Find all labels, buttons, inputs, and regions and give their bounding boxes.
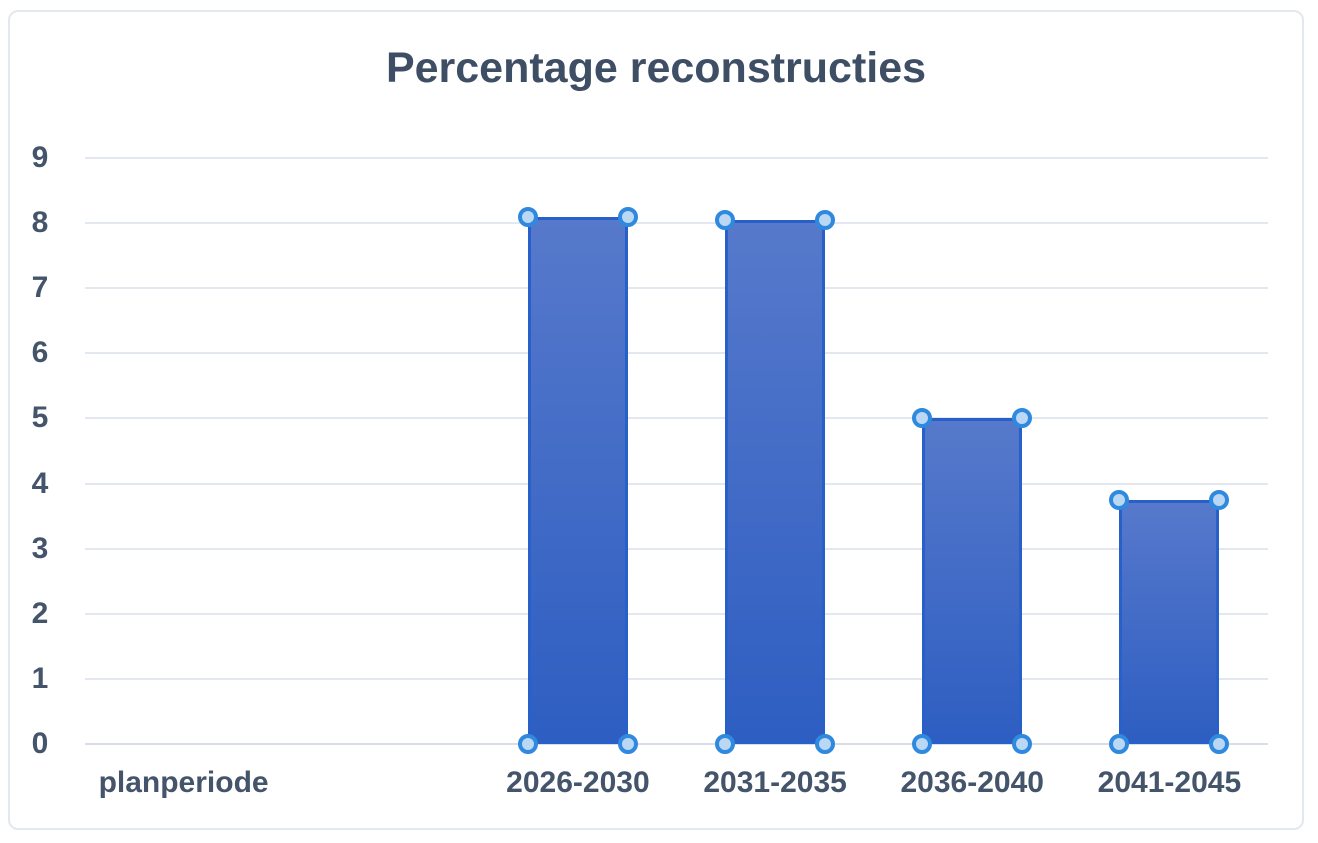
bar-2026-2030[interactable] xyxy=(527,216,628,744)
gridline xyxy=(85,352,1268,355)
x-tick-label-2031-2035: 2031-2035 xyxy=(703,766,847,799)
selection-handle[interactable] xyxy=(912,734,933,754)
y-tick-label: 7 xyxy=(31,271,49,305)
selection-handle[interactable] xyxy=(517,734,538,754)
y-tick-label: 4 xyxy=(31,466,49,500)
x-tick-label-planperiode: planperiode xyxy=(98,766,269,799)
selection-handle[interactable] xyxy=(1109,489,1130,510)
x-axis-line xyxy=(85,743,1268,745)
gridline xyxy=(85,677,1268,680)
bar-2031-2035[interactable] xyxy=(725,219,826,744)
selection-handle[interactable] xyxy=(1012,408,1033,429)
selection-handle[interactable] xyxy=(912,408,933,429)
y-tick-label: 5 xyxy=(31,401,49,435)
selection-handle[interactable] xyxy=(1209,734,1230,754)
selection-handle[interactable] xyxy=(1209,489,1230,510)
selection-handle[interactable] xyxy=(815,734,836,754)
y-tick-label: 8 xyxy=(31,206,49,240)
selection-handle[interactable] xyxy=(1109,734,1130,754)
y-tick-label: 0 xyxy=(31,727,49,760)
x-tick-label-2026-2030: 2026-2030 xyxy=(506,766,650,799)
bar-2036-2040[interactable] xyxy=(922,418,1023,744)
gridline xyxy=(85,547,1268,550)
y-tick-label: 3 xyxy=(31,531,49,565)
y-tick-label: 9 xyxy=(31,141,49,174)
y-tick-label: 1 xyxy=(31,661,49,695)
plot-area xyxy=(85,157,1268,754)
y-tick-label: 6 xyxy=(31,336,49,370)
selection-handle[interactable] xyxy=(617,206,638,227)
chart-frame[interactable]: Percentage reconstructies 9 8 7 6 5 4 3 2 1 0 pla… xyxy=(8,10,1304,830)
chart-title[interactable]: Percentage reconstructies xyxy=(385,44,927,92)
x-tick-label-2041-2045: 2041-2045 xyxy=(1097,766,1242,799)
selection-handle[interactable] xyxy=(517,206,538,227)
gridline xyxy=(85,482,1268,485)
selection-handle[interactable] xyxy=(715,734,736,754)
y-tick-label: 2 xyxy=(31,596,49,630)
selection-handle[interactable] xyxy=(1012,734,1033,754)
bar-2041-2045[interactable] xyxy=(1119,499,1220,744)
gridline xyxy=(85,287,1268,290)
gridline xyxy=(85,157,1268,159)
gridline xyxy=(85,222,1268,225)
selection-handle[interactable] xyxy=(815,209,836,230)
gridline xyxy=(85,612,1268,615)
x-tick-label-2036-2040: 2036-2040 xyxy=(900,766,1044,799)
gridline xyxy=(85,417,1268,420)
selection-handle[interactable] xyxy=(617,734,638,754)
selection-handle[interactable] xyxy=(715,209,736,230)
